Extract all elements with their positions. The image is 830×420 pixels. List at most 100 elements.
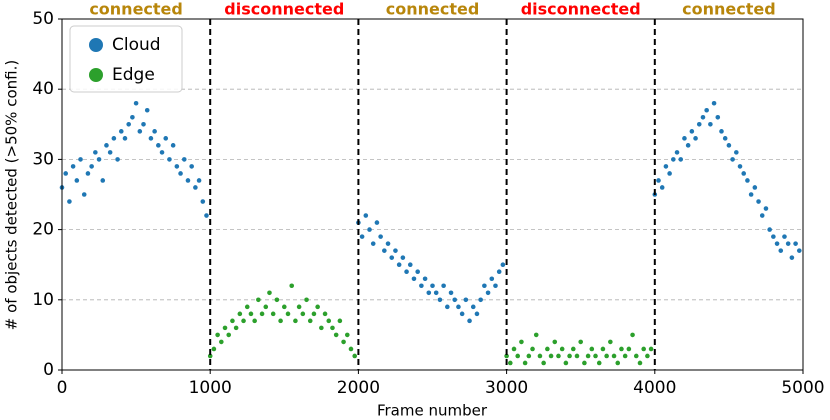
point xyxy=(233,325,239,331)
point xyxy=(545,346,550,352)
point xyxy=(330,325,335,331)
x-tick-label: 4000 xyxy=(633,378,676,398)
point xyxy=(181,157,187,162)
point xyxy=(107,150,113,155)
point xyxy=(85,171,91,176)
point xyxy=(219,339,224,345)
point xyxy=(422,276,428,282)
point xyxy=(159,150,165,155)
point xyxy=(189,164,194,169)
y-tick-label: 50 xyxy=(32,9,54,29)
point xyxy=(174,164,180,169)
point xyxy=(293,318,298,324)
point xyxy=(230,318,235,324)
point xyxy=(411,276,417,282)
point xyxy=(70,164,76,169)
point xyxy=(307,318,313,324)
point xyxy=(156,143,161,148)
point xyxy=(363,213,369,218)
point xyxy=(137,129,143,134)
point xyxy=(359,234,365,239)
point xyxy=(511,346,517,352)
point xyxy=(382,248,387,253)
point xyxy=(556,353,561,359)
y-tick-label: 0 xyxy=(43,360,54,380)
point xyxy=(419,283,424,289)
y-tick-label: 10 xyxy=(32,290,54,310)
point xyxy=(248,311,254,317)
point xyxy=(478,297,483,303)
point xyxy=(315,304,320,310)
point xyxy=(582,360,587,366)
point xyxy=(463,297,469,303)
point xyxy=(667,171,672,176)
point xyxy=(459,311,465,317)
point xyxy=(693,136,698,141)
annotation: connected xyxy=(89,0,183,19)
point xyxy=(333,332,339,338)
annotation: connected xyxy=(386,0,480,19)
y-tick-label: 30 xyxy=(32,149,54,169)
legend: Cloud Edge xyxy=(69,25,183,93)
point xyxy=(170,143,176,148)
point xyxy=(141,122,146,127)
legend-label: Edge xyxy=(112,65,155,85)
point xyxy=(370,241,376,246)
y-tick-label: 40 xyxy=(32,79,54,99)
point xyxy=(344,332,350,338)
point xyxy=(745,178,750,183)
point xyxy=(300,311,306,317)
point xyxy=(396,262,402,268)
point xyxy=(74,178,80,183)
point xyxy=(282,304,287,310)
point xyxy=(630,332,635,338)
point xyxy=(448,290,454,296)
point xyxy=(493,283,498,289)
point xyxy=(500,262,506,268)
point xyxy=(708,122,713,127)
point xyxy=(574,353,580,359)
point xyxy=(289,283,295,289)
point xyxy=(622,353,628,359)
point xyxy=(730,157,735,162)
point xyxy=(519,339,524,345)
point xyxy=(763,206,769,211)
point xyxy=(774,241,780,246)
point xyxy=(719,129,724,134)
point xyxy=(596,360,602,366)
point xyxy=(645,353,650,359)
point xyxy=(456,304,461,310)
point xyxy=(526,353,532,359)
point xyxy=(278,318,283,324)
point xyxy=(133,100,139,106)
point xyxy=(589,346,595,352)
point xyxy=(118,129,124,134)
point xyxy=(611,353,617,359)
point xyxy=(67,199,72,204)
point xyxy=(485,290,491,296)
point xyxy=(122,136,128,141)
point xyxy=(222,325,228,331)
point xyxy=(126,122,131,127)
point xyxy=(296,304,302,310)
point xyxy=(737,164,743,169)
point xyxy=(348,346,354,352)
point xyxy=(604,353,609,359)
point xyxy=(326,318,332,324)
point xyxy=(367,227,372,232)
point xyxy=(726,143,732,148)
point xyxy=(722,136,728,141)
point xyxy=(619,346,624,352)
annotation: disconnected xyxy=(224,0,344,19)
point xyxy=(200,199,206,204)
legend-label: Cloud xyxy=(112,35,161,55)
point xyxy=(415,269,420,275)
point xyxy=(489,276,495,282)
point xyxy=(433,290,439,296)
point xyxy=(674,150,680,155)
point xyxy=(563,360,569,366)
point xyxy=(656,178,661,183)
point xyxy=(167,157,172,162)
point xyxy=(437,297,443,303)
point xyxy=(767,227,772,232)
